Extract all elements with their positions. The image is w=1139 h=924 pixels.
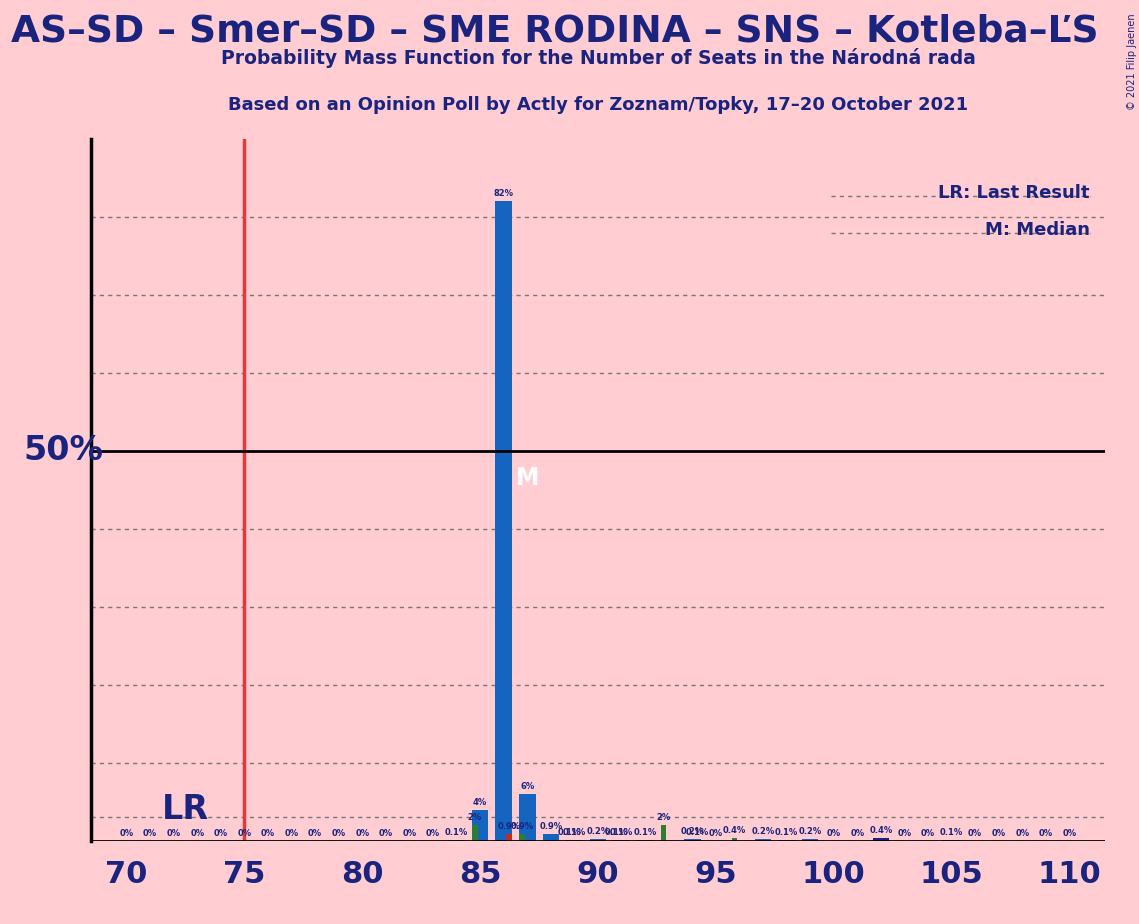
Bar [802,839,819,841]
Text: 0%: 0% [261,830,274,838]
Text: 0%: 0% [426,830,440,838]
Text: 2%: 2% [656,813,671,822]
Text: 0%: 0% [968,830,982,838]
Text: 0.1%: 0.1% [563,828,587,837]
Bar [685,839,700,841]
Bar [661,825,666,841]
Text: 0%: 0% [120,830,133,838]
Text: 0.2%: 0.2% [798,827,821,836]
Text: 0.1%: 0.1% [445,828,468,837]
Text: 82%: 82% [493,188,514,198]
Text: 0%: 0% [237,830,252,838]
Text: 6%: 6% [521,782,534,791]
Text: M: M [516,467,539,491]
Text: 0%: 0% [166,830,181,838]
Text: 0.1%: 0.1% [609,828,633,837]
Text: 0.9%: 0.9% [498,821,521,831]
Bar [731,838,737,841]
Text: 4%: 4% [473,797,487,807]
Bar [473,825,477,841]
Text: 0%: 0% [1039,830,1052,838]
Text: 0.1%: 0.1% [558,828,581,837]
Text: 0%: 0% [355,830,369,838]
Bar [542,833,559,841]
Text: 0%: 0% [1063,830,1076,838]
Text: 0%: 0% [285,830,298,838]
Text: 0.1%: 0.1% [940,828,964,837]
Text: 0%: 0% [850,830,865,838]
Text: 0.2%: 0.2% [752,827,775,836]
Bar [872,838,890,841]
Text: 0.9%: 0.9% [539,821,563,831]
Text: 0%: 0% [898,830,911,838]
Text: 0.2%: 0.2% [587,827,609,836]
Text: 0.2%: 0.2% [681,827,704,836]
Text: 0%: 0% [1015,830,1030,838]
Text: M: Median: M: Median [984,222,1090,239]
Text: 2%: 2% [468,813,482,822]
Text: 0%: 0% [992,830,1006,838]
Bar [495,201,511,841]
Text: 0%: 0% [402,830,417,838]
Text: 0.4%: 0.4% [869,826,893,834]
Text: © 2021 Filip Jaenen: © 2021 Filip Jaenen [1126,14,1137,111]
Bar [519,794,535,841]
Text: LR: LR [162,793,208,826]
Text: 0%: 0% [144,830,157,838]
Text: 0.1%: 0.1% [605,828,628,837]
Text: LR: Last Result: LR: Last Result [939,184,1090,202]
Bar [506,833,511,841]
Text: 0.1%: 0.1% [633,828,657,837]
Text: 0%: 0% [331,830,346,838]
Text: 0%: 0% [190,830,204,838]
Text: AS–SD – Smer–SD – SME RODINA – SNS – Kotleba–ĽS: AS–SD – Smer–SD – SME RODINA – SNS – Kot… [11,14,1099,50]
Text: 0.1%: 0.1% [775,828,798,837]
Text: Probability Mass Function for the Number of Seats in the Národná rada: Probability Mass Function for the Number… [221,48,975,68]
Bar [519,833,525,841]
Text: Based on an Opinion Poll by Actly for Zoznam/Topky, 17–20 October 2021: Based on an Opinion Poll by Actly for Zo… [228,96,968,114]
Text: 0%: 0% [308,830,322,838]
Text: 0%: 0% [214,830,228,838]
Bar [590,839,606,841]
Text: 0.1%: 0.1% [686,828,710,837]
Text: 50%: 50% [23,434,103,468]
Text: 0.4%: 0.4% [722,826,746,834]
Text: 0%: 0% [827,830,841,838]
Bar [472,809,489,841]
Bar [755,839,771,841]
Text: 0%: 0% [708,830,723,838]
Text: 0%: 0% [921,830,935,838]
Text: 0.9%: 0.9% [510,821,534,831]
Text: 0%: 0% [379,830,393,838]
